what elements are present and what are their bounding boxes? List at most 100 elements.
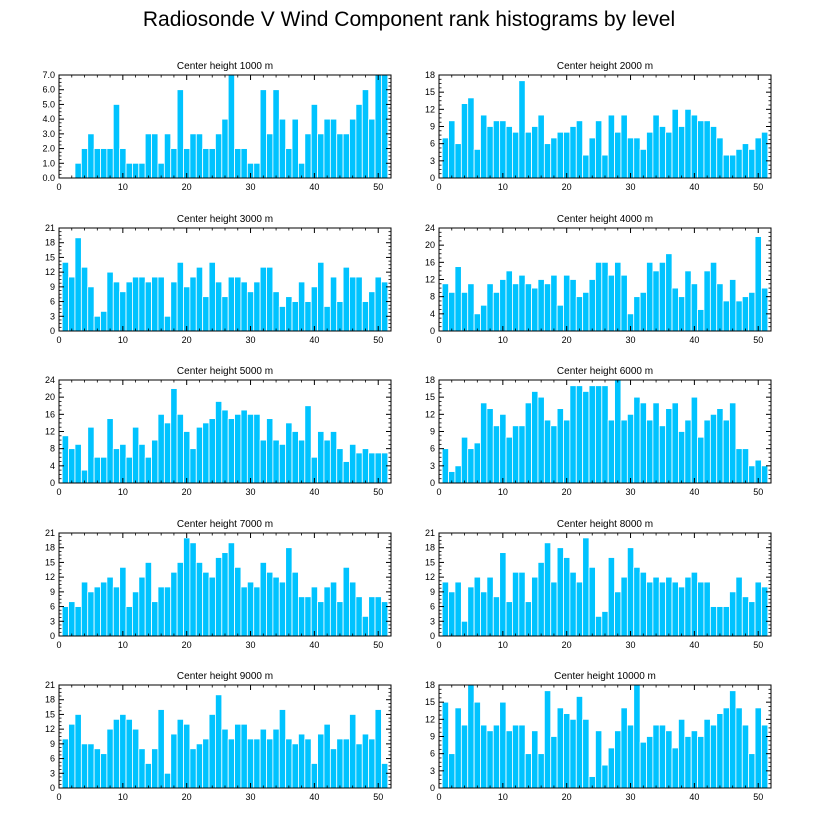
histogram-bar <box>234 148 242 179</box>
histogram-bar <box>492 425 501 484</box>
histogram-bar <box>722 154 730 179</box>
histogram-bar <box>125 718 133 789</box>
histogram-bar <box>499 279 507 332</box>
histogram-bar <box>582 291 590 332</box>
histogram-bar <box>678 126 686 179</box>
histogram-bar <box>266 738 274 789</box>
histogram-bar <box>595 261 603 332</box>
histogram-bar <box>671 402 679 484</box>
histogram-bar <box>678 718 686 789</box>
histogram-bar <box>80 743 89 789</box>
histogram-bar <box>620 576 628 637</box>
y-tick-label: 21 <box>425 528 435 538</box>
panel-title: Center height 2000 m <box>557 61 653 72</box>
y-tick-label: 9 <box>430 122 435 132</box>
y-tick-label: 9 <box>50 739 55 749</box>
histogram-bar <box>361 89 370 179</box>
histogram-bar <box>729 279 737 332</box>
histogram-bar <box>208 576 216 637</box>
histogram-bar <box>646 419 654 484</box>
histogram-bar <box>381 452 389 484</box>
histogram-bar <box>614 730 622 789</box>
histogram-bar <box>505 601 513 637</box>
histogram-bar <box>336 133 344 179</box>
histogram-bar <box>748 148 756 179</box>
histogram-bar <box>74 237 82 332</box>
histogram-bar <box>537 279 545 332</box>
histogram-bar <box>163 422 172 484</box>
histogram-bar <box>607 114 615 179</box>
histogram-bar <box>729 591 737 637</box>
y-tick-label: 6 <box>430 602 435 612</box>
histogram-bar <box>582 154 590 179</box>
x-tick-label: 10 <box>118 792 128 802</box>
histogram-bar <box>68 723 76 789</box>
histogram-bar <box>569 571 577 637</box>
histogram-bar <box>639 402 647 484</box>
histogram-bar <box>227 276 235 332</box>
y-tick-label: 0 <box>50 326 55 336</box>
histogram-bar <box>646 131 654 179</box>
histogram-bar <box>195 426 204 484</box>
histogram-bar <box>310 286 318 332</box>
histogram-bar <box>620 114 628 179</box>
histogram-bar <box>563 713 571 789</box>
y-tick-label: 3 <box>430 461 435 471</box>
x-tick-label: 20 <box>182 487 192 497</box>
y-tick-label: 0 <box>430 326 435 336</box>
histogram-bar <box>234 723 242 789</box>
x-tick-label: 10 <box>498 792 508 802</box>
histogram-bar <box>665 408 673 484</box>
histogram-bar <box>221 296 229 332</box>
histogram-bar <box>607 557 615 637</box>
histogram-bar <box>74 714 82 789</box>
histogram-bar <box>240 586 248 637</box>
histogram-bar <box>342 266 350 332</box>
histogram-bar <box>473 576 481 637</box>
x-tick-label: 40 <box>309 182 319 192</box>
histogram-bar <box>368 452 376 484</box>
histogram-bar <box>361 301 370 332</box>
y-tick-label: 8 <box>430 292 435 302</box>
histogram-bar <box>639 148 647 179</box>
histogram-bar <box>144 456 152 484</box>
histogram-bar <box>112 718 121 789</box>
x-tick-label: 0 <box>436 487 441 497</box>
y-tick-label: 3.0 <box>42 129 55 139</box>
histogram-bar <box>106 576 114 637</box>
histogram-bar <box>246 581 255 637</box>
histogram-bar <box>266 266 274 332</box>
histogram-bar <box>448 753 456 789</box>
histogram-bar <box>61 738 69 789</box>
histogram-bar <box>729 402 737 484</box>
histogram-bar <box>697 436 705 484</box>
histogram-bar <box>678 431 686 484</box>
histogram-bar <box>543 143 552 179</box>
x-tick-label: 30 <box>626 182 636 192</box>
histogram-bar <box>512 425 520 484</box>
histogram-bar <box>368 596 376 637</box>
histogram-bar <box>722 300 730 332</box>
histogram-bar <box>633 296 641 332</box>
y-tick-label: 0 <box>50 783 55 793</box>
histogram-bar <box>716 408 724 484</box>
panel-title: Center height 3000 m <box>177 214 273 225</box>
histogram-bar <box>285 422 293 484</box>
histogram-bar <box>531 730 539 789</box>
histogram-bar <box>543 542 552 637</box>
histogram-bar <box>595 385 603 484</box>
histogram-bar <box>499 552 507 637</box>
histogram-bar <box>454 143 462 179</box>
histogram-bar <box>176 413 184 484</box>
histogram-bar <box>163 133 172 179</box>
histogram-bar <box>170 388 178 484</box>
histogram-bar <box>100 310 108 332</box>
histogram-bar <box>448 120 456 179</box>
y-tick-label: 6 <box>430 139 435 149</box>
histogram-bar <box>68 448 76 484</box>
histogram-bar <box>221 409 229 484</box>
histogram-bar <box>671 747 679 789</box>
y-tick-label: 21 <box>45 680 55 690</box>
histogram-bar <box>678 296 686 332</box>
histogram-bar <box>119 291 127 332</box>
